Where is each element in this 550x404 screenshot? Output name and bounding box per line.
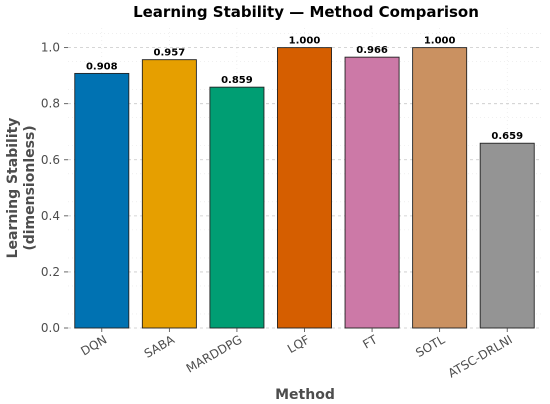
bar-lqf	[277, 47, 332, 329]
x-tick-label: FT	[360, 332, 380, 351]
bar-value-label: 0.908	[86, 61, 118, 72]
y-tick-label: 0.4	[41, 209, 60, 223]
bar-marddpg	[209, 86, 265, 329]
x-tick-label: SABA	[142, 332, 178, 361]
x-tick-label: ATSC-DRLNI	[446, 332, 515, 380]
y-axis-label-line1: Learning Stability	[5, 118, 21, 259]
y-axis: 0.0 0.2 0.4 0.6 0.8 1.0	[41, 41, 68, 335]
y-tick-label: 0.8	[41, 97, 60, 111]
bar-value-label: 0.957	[154, 48, 186, 59]
bar-sotl	[412, 47, 468, 329]
bars: 0.908 0.957 0.859 1.000 0.966 1.000 0.659	[74, 36, 535, 329]
x-tick-label: DQN	[78, 332, 109, 358]
x-tick-label: LQF	[285, 332, 312, 356]
bar-saba	[141, 59, 197, 329]
bar-dqn	[74, 72, 130, 329]
bar-value-label: 1.000	[424, 36, 456, 47]
chart-title: Learning Stability — Method Comparison	[133, 3, 479, 21]
y-axis-label-line2: (dimensionless)	[22, 125, 38, 250]
y-tick-label: 0.0	[41, 321, 60, 335]
x-axis-label: Method	[275, 387, 335, 403]
bar-value-label: 0.966	[356, 45, 388, 56]
bar-atsc-drlni	[479, 142, 535, 329]
y-tick-label: 0.6	[41, 153, 60, 167]
bar-value-label: 0.859	[221, 75, 253, 86]
x-tick-label: MARDDPG	[184, 332, 245, 375]
y-tick-label: 1.0	[41, 41, 60, 55]
bar-ft	[344, 56, 400, 329]
y-tick-label: 0.2	[41, 265, 60, 279]
x-tick-label: SOTL	[413, 332, 447, 360]
bar-value-label: 1.000	[289, 36, 321, 47]
bar-value-label: 0.659	[491, 131, 523, 142]
